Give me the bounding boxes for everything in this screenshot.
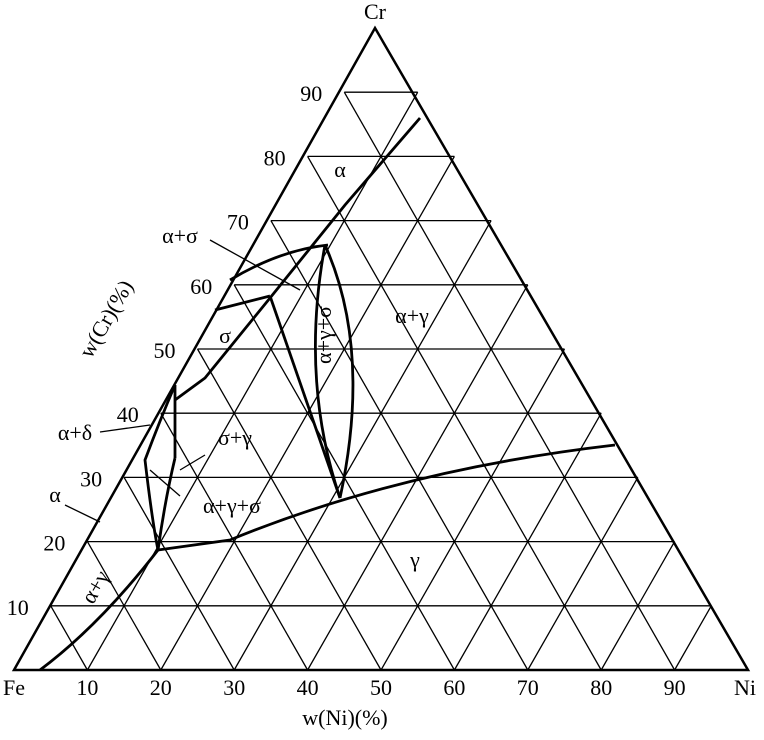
region-label: α+γ xyxy=(395,303,429,328)
bottom-tick-label: 10 xyxy=(76,675,98,700)
pointer xyxy=(209,239,301,291)
boundary xyxy=(268,295,342,499)
pointer xyxy=(99,424,151,433)
left-tick-label: 80 xyxy=(264,145,286,170)
region-label: α+γ+σ xyxy=(203,493,261,518)
region-label: α xyxy=(334,157,346,182)
boundary xyxy=(39,549,160,672)
left-tick-label: 20 xyxy=(43,531,65,556)
vertex-label: Cr xyxy=(364,0,387,24)
region-label: α+γ xyxy=(76,566,115,608)
left-tick-label: 60 xyxy=(190,274,212,299)
grid xyxy=(50,91,712,671)
region-label: σ+γ xyxy=(218,425,252,450)
left-tick-label: 90 xyxy=(300,81,322,106)
left-tick-label: 10 xyxy=(7,595,29,620)
region-label: α+δ xyxy=(58,420,92,445)
region-label: γ xyxy=(409,547,420,572)
axis-label: w(Ni)(%) xyxy=(302,705,388,730)
boundary xyxy=(323,244,355,499)
axis-label: w(Cr)(%) xyxy=(74,275,138,362)
boundary xyxy=(214,294,271,312)
region-label: α xyxy=(49,482,61,507)
bottom-tick-label: 50 xyxy=(370,675,392,700)
pointer xyxy=(149,469,181,497)
pointer xyxy=(179,454,206,471)
bottom-tick-label: 70 xyxy=(517,675,539,700)
bottom-tick-label: 80 xyxy=(590,675,612,700)
region-label: σ xyxy=(219,323,231,348)
region-label: α+γ+σ xyxy=(311,306,336,364)
region-label: α+σ xyxy=(162,223,198,248)
grid-line xyxy=(233,220,492,671)
left-tick-label: 40 xyxy=(117,402,139,427)
boundary xyxy=(156,457,177,551)
left-tick-label: 50 xyxy=(154,338,176,363)
grid-line xyxy=(160,412,309,671)
grid-line xyxy=(50,605,88,671)
phase-boundaries xyxy=(39,117,616,672)
vertex-label: Ni xyxy=(734,675,756,700)
grid-line xyxy=(123,477,235,671)
boundary xyxy=(314,244,342,499)
grid-line xyxy=(86,91,419,671)
grid-line xyxy=(196,348,382,671)
bottom-tick-label: 90 xyxy=(664,675,686,700)
bottom-tick-label: 60 xyxy=(443,675,465,700)
triangle-frame xyxy=(11,25,751,672)
bottom-tick-label: 20 xyxy=(150,675,172,700)
grid-line xyxy=(307,156,602,671)
vertex-label: Fe xyxy=(3,675,25,700)
boundary xyxy=(157,443,616,552)
pointers xyxy=(64,239,301,523)
left-tick-label: 30 xyxy=(80,466,102,491)
grid-line xyxy=(270,220,529,671)
pointer xyxy=(64,504,101,523)
grid-line xyxy=(86,541,162,671)
boundary xyxy=(174,117,422,402)
boundary xyxy=(229,243,329,282)
bottom-tick-label: 30 xyxy=(223,675,245,700)
grid-line xyxy=(527,477,639,671)
grid-line xyxy=(343,91,676,671)
grid-line xyxy=(674,605,712,671)
boundary xyxy=(143,384,177,551)
bottom-tick-label: 40 xyxy=(297,675,319,700)
grid-line xyxy=(380,348,566,671)
left-tick-label: 70 xyxy=(227,210,249,235)
